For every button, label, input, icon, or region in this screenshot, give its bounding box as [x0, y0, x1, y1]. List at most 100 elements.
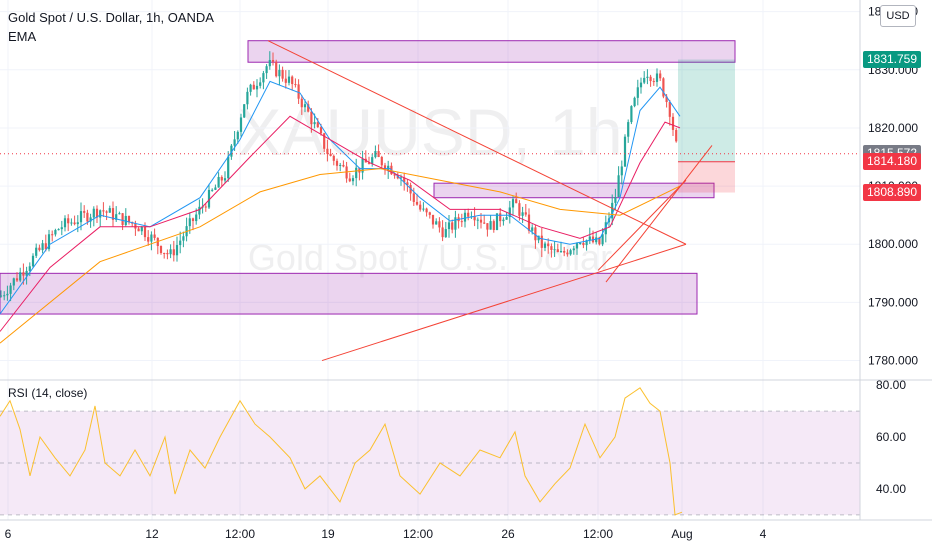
candle-body [83, 211, 86, 213]
ema-indicator-label[interactable]: EMA [8, 29, 37, 44]
time-tick-label: Aug [671, 527, 692, 541]
candle-body [303, 104, 307, 108]
candle-body [579, 242, 582, 244]
candle-body [601, 234, 604, 245]
candle-body [361, 158, 364, 173]
price-grid [0, 0, 860, 520]
candle-body [566, 252, 569, 255]
candle-body [12, 278, 15, 286]
trend-line [267, 40, 687, 245]
candle-body [22, 272, 25, 276]
candle-body [569, 250, 572, 255]
candle-body [649, 76, 652, 82]
candle-body [19, 272, 22, 281]
candle-body [508, 207, 511, 218]
long-position-tool[interactable] [678, 59, 735, 193]
candle-body [595, 237, 598, 243]
candle-body [79, 211, 83, 223]
candle-body [627, 122, 630, 137]
candle-body [278, 69, 281, 77]
rsi-line [0, 387, 683, 516]
candle-body [479, 219, 483, 223]
candle-body [534, 227, 537, 241]
candle-body [287, 76, 291, 83]
candle-body [89, 217, 92, 222]
candle-body [143, 226, 147, 238]
candle-body [259, 82, 262, 86]
candle-body [422, 208, 425, 210]
candle-body [271, 59, 275, 62]
candle-body [108, 208, 111, 213]
candle-body [447, 222, 451, 230]
currency-badge[interactable]: USD [880, 5, 916, 27]
candle-body [671, 116, 675, 130]
candle-body [431, 214, 435, 225]
candle-body [191, 218, 195, 222]
chart-title: Gold Spot / U.S. Dollar, 1h, OANDA [8, 10, 214, 25]
candle-body [313, 122, 316, 125]
candle-body [582, 242, 585, 246]
ema-mid-line [0, 115, 681, 332]
candle-body [179, 240, 182, 246]
candle-body [387, 165, 390, 171]
candle-body [255, 85, 259, 90]
candle-body [137, 228, 140, 232]
candle-body [297, 84, 300, 99]
candle-body [476, 219, 479, 221]
candle-body [275, 61, 278, 77]
candle-body [403, 177, 406, 183]
candle-body [559, 250, 563, 252]
candle-body [227, 156, 230, 179]
candle-body [323, 133, 326, 149]
candle-body [399, 177, 403, 179]
candle-body [44, 243, 47, 250]
zone-rect [433, 182, 715, 199]
time-tick-label: 19 [321, 527, 335, 541]
candle-body [611, 202, 614, 219]
candle-body [0, 295, 3, 297]
candle-body [550, 246, 553, 251]
candle-body [342, 164, 345, 167]
rsi-indicator-label[interactable]: RSI (14, close) [8, 386, 88, 400]
candle-body [182, 236, 185, 241]
candle-body [396, 175, 399, 179]
candle-body [127, 215, 131, 223]
candle-body [489, 221, 492, 230]
candle-body [217, 176, 220, 188]
candle-body [25, 270, 28, 276]
candle-body [473, 216, 476, 221]
candle-body [675, 129, 678, 142]
candle-body [454, 217, 457, 230]
price-tick-label: 1820.000 [868, 121, 918, 135]
ema-slow-line [0, 168, 681, 344]
candle-body [262, 73, 265, 83]
candle-body [243, 104, 246, 118]
trend-lines[interactable] [267, 40, 713, 362]
candle-body [451, 222, 454, 230]
candle-body [575, 243, 579, 249]
candle-body [111, 208, 115, 220]
candle-body [150, 234, 153, 242]
candle-body [441, 227, 444, 238]
candle-body [102, 210, 105, 212]
candle-body [393, 174, 396, 176]
candle-body [70, 222, 73, 224]
time-tick-label: 12 [145, 527, 159, 541]
candle-body [515, 199, 518, 204]
candle-body [492, 221, 495, 230]
candle-body [147, 237, 150, 242]
candle-body [86, 212, 89, 222]
candle-body [265, 66, 268, 74]
candle-body [281, 69, 284, 79]
candle-body [620, 166, 623, 176]
candle-body [124, 215, 127, 226]
candle-body [169, 249, 172, 255]
price-tick-label: 1780.000 [868, 354, 918, 368]
candle-body [351, 178, 355, 182]
candle-body [294, 84, 297, 86]
candle-body [527, 214, 531, 231]
candle-body [348, 178, 351, 182]
candle-body [195, 214, 198, 222]
